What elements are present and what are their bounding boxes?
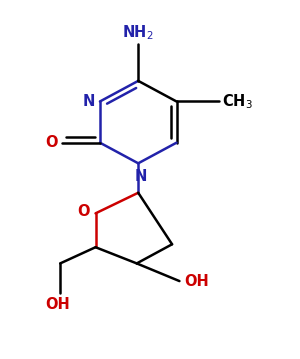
Text: CH$_3$: CH$_3$ <box>221 92 252 111</box>
Text: O: O <box>78 204 90 219</box>
Text: OH: OH <box>184 274 208 289</box>
Text: NH$_2$: NH$_2$ <box>122 23 154 42</box>
Text: O: O <box>45 135 57 150</box>
Text: N: N <box>135 169 147 183</box>
Text: N: N <box>82 94 94 109</box>
Text: OH: OH <box>45 297 70 312</box>
